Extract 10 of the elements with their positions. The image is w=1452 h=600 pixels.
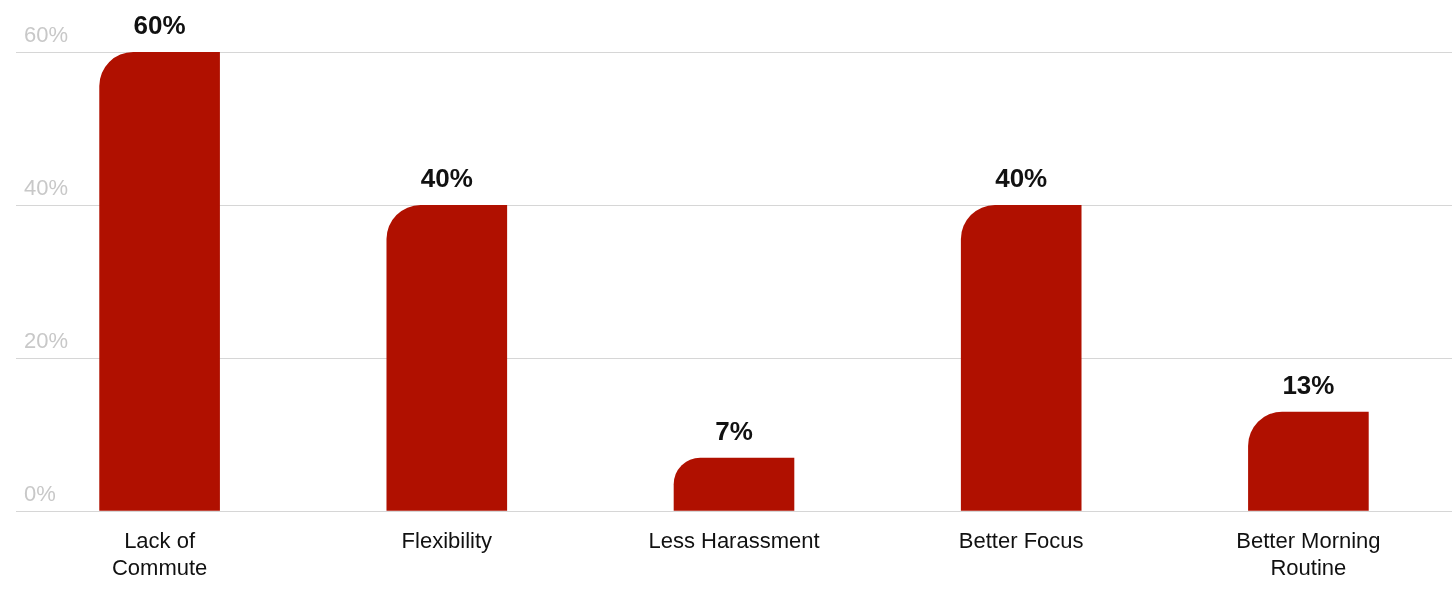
x-tick-label: Flexibility [401, 528, 493, 554]
data-label: 40% [995, 163, 1048, 194]
x-tick-label: Better Focus [958, 528, 1084, 554]
data-label: 60% [133, 10, 186, 41]
x-tick-label: Better Morning Routine [1236, 528, 1381, 580]
x-tick-label: Lack of Commute [111, 528, 208, 580]
data-label: 13% [1282, 369, 1335, 400]
data-label: 7% [715, 415, 753, 446]
data-label: 40% [420, 163, 473, 194]
x-tick-label: Less Harassment [648, 528, 820, 554]
